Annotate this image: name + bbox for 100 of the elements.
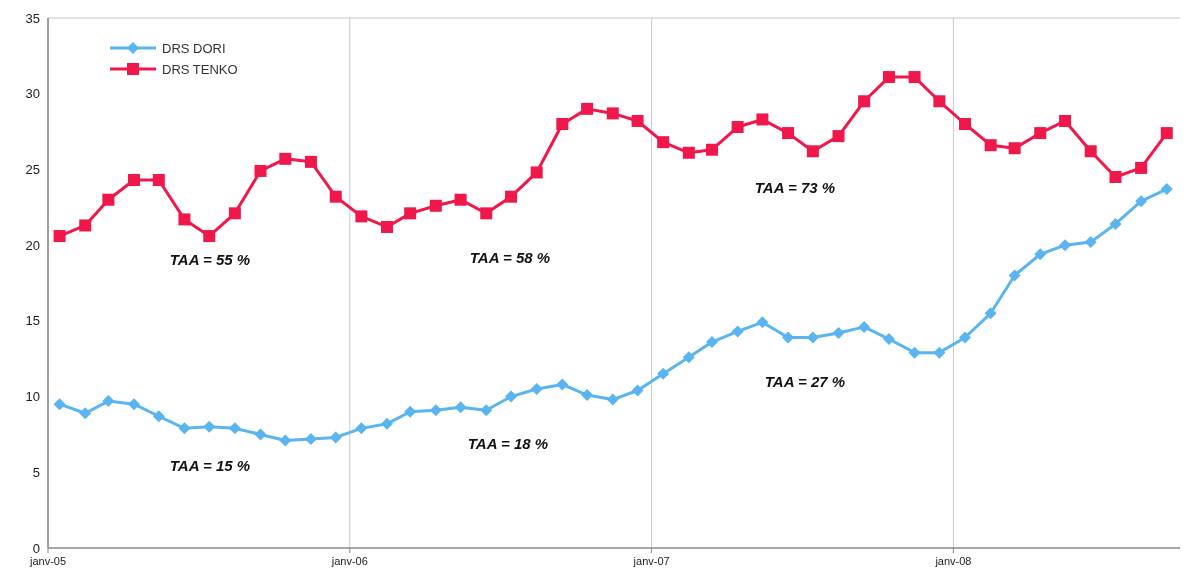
point xyxy=(53,230,66,243)
point xyxy=(1059,239,1072,252)
point xyxy=(1160,183,1173,196)
annotation: TAA = 55 % xyxy=(169,251,251,269)
point xyxy=(128,398,140,411)
point xyxy=(429,199,442,212)
point xyxy=(556,378,569,391)
point xyxy=(959,331,972,344)
point xyxy=(858,95,871,108)
y-tick-label: 35 xyxy=(25,10,40,26)
annotation: TAA = 15 % xyxy=(169,457,251,475)
y-tick-label: 10 xyxy=(25,389,40,405)
point xyxy=(933,346,946,359)
point xyxy=(1008,269,1021,282)
point xyxy=(530,166,543,179)
point xyxy=(1109,217,1122,230)
annotation: TAA = 18 % xyxy=(467,435,549,453)
point xyxy=(329,190,342,203)
point xyxy=(79,407,92,420)
point xyxy=(228,207,241,220)
point xyxy=(381,417,394,430)
point xyxy=(128,174,140,187)
point xyxy=(1034,248,1047,261)
point xyxy=(682,351,695,364)
y-tick-label: 25 xyxy=(25,161,40,177)
point xyxy=(228,422,241,435)
y-tick-label: 5 xyxy=(32,464,40,480)
point xyxy=(657,136,670,149)
point xyxy=(152,410,165,423)
point xyxy=(203,230,216,243)
point xyxy=(480,404,493,417)
point xyxy=(933,95,946,108)
point xyxy=(782,127,795,140)
point xyxy=(505,390,518,403)
y-tick-label: 15 xyxy=(25,313,40,329)
point xyxy=(530,383,543,395)
point xyxy=(984,307,997,320)
point xyxy=(279,434,292,447)
point xyxy=(756,316,769,329)
point xyxy=(984,139,997,152)
point xyxy=(657,367,670,380)
point xyxy=(1160,127,1173,140)
point xyxy=(404,207,417,220)
point xyxy=(505,190,518,203)
point xyxy=(581,102,594,115)
y-tick-label: 30 xyxy=(25,86,40,102)
point xyxy=(959,118,972,130)
point xyxy=(882,71,895,84)
point xyxy=(806,145,819,158)
point xyxy=(705,336,718,349)
point xyxy=(631,114,644,127)
point xyxy=(682,146,695,159)
annotation: TAA = 73 % xyxy=(754,179,836,197)
point xyxy=(53,398,66,411)
point xyxy=(102,193,115,206)
point xyxy=(705,143,718,156)
point xyxy=(882,333,895,346)
point xyxy=(1084,145,1097,158)
x-tick-label: janv-07 xyxy=(632,555,670,567)
point xyxy=(279,152,292,165)
x-tick-label: janv-05 xyxy=(28,555,67,567)
point xyxy=(480,207,493,220)
point xyxy=(254,164,267,177)
y-tick-label: 0 xyxy=(32,540,40,556)
point xyxy=(1135,195,1148,208)
point xyxy=(355,210,368,223)
point xyxy=(178,213,191,226)
point xyxy=(731,325,744,338)
point xyxy=(203,420,216,433)
point xyxy=(606,107,619,120)
point xyxy=(908,346,921,359)
point xyxy=(79,219,92,232)
point xyxy=(756,113,769,126)
point xyxy=(908,71,921,84)
x-tick-label: janv-06 xyxy=(330,555,368,567)
point xyxy=(454,401,467,414)
point xyxy=(454,193,467,206)
point xyxy=(1008,142,1021,155)
y-tick-label: 20 xyxy=(25,237,40,253)
point xyxy=(1135,161,1148,174)
point xyxy=(731,121,744,134)
x-tick-label: janv-08 xyxy=(934,555,972,567)
point xyxy=(832,130,845,143)
point xyxy=(152,174,165,187)
point xyxy=(1084,236,1097,249)
point xyxy=(254,428,267,441)
point xyxy=(556,118,569,130)
point xyxy=(1034,127,1047,140)
point xyxy=(858,320,871,333)
annotation: TAA = 27 % xyxy=(764,373,846,391)
point xyxy=(355,422,368,435)
point xyxy=(1109,171,1122,183)
annotation: TAA = 58 % xyxy=(469,249,551,267)
point xyxy=(304,155,317,168)
point xyxy=(178,422,191,435)
point xyxy=(329,431,342,444)
legend-label: DRS TENKO xyxy=(162,61,238,77)
point xyxy=(102,395,115,408)
point xyxy=(381,220,394,233)
point xyxy=(606,393,619,406)
